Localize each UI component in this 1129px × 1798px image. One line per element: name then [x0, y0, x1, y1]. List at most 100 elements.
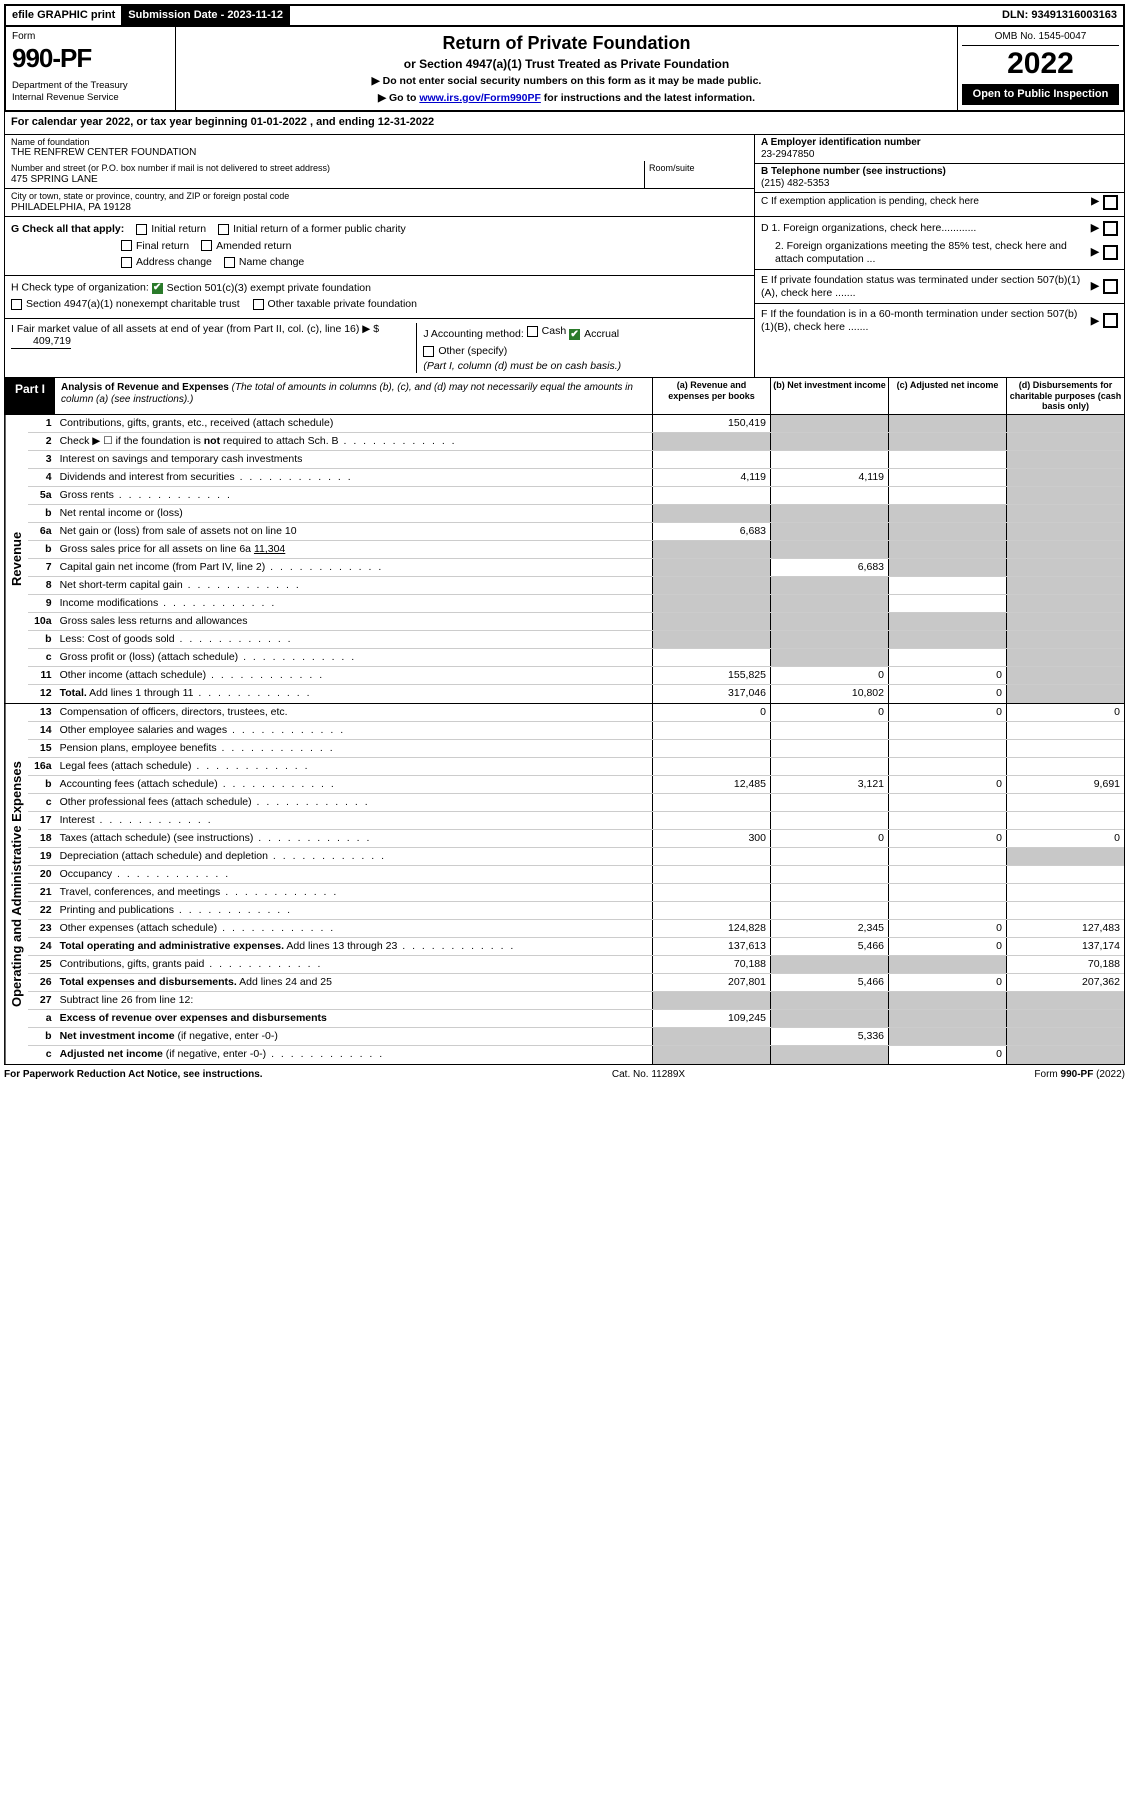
j-cash-chk[interactable]: [527, 326, 538, 337]
cell-d: [1006, 1028, 1124, 1045]
calendar-year-row: For calendar year 2022, or tax year begi…: [4, 112, 1125, 134]
line-description: Subtract line 26 from line 12:: [56, 992, 652, 1009]
table-row: 14Other employee salaries and wages: [28, 722, 1124, 740]
table-row: bNet investment income (if negative, ent…: [28, 1028, 1124, 1046]
cell-b: 0: [770, 704, 888, 721]
cell-d: 9,691: [1006, 776, 1124, 793]
cell-a: 317,046: [652, 685, 770, 703]
cell-d: [1006, 505, 1124, 522]
j-accrual-chk[interactable]: [569, 329, 580, 340]
cell-c: [888, 505, 1006, 522]
cell-d: [1006, 740, 1124, 757]
c-checkbox[interactable]: [1103, 195, 1118, 210]
cell-c: [888, 649, 1006, 666]
table-row: 17Interest: [28, 812, 1124, 830]
cell-c: [888, 577, 1006, 594]
cell-d: [1006, 541, 1124, 558]
f-chk[interactable]: [1103, 313, 1118, 328]
h-4947-chk[interactable]: [11, 299, 22, 310]
footer-mid: Cat. No. 11289X: [612, 1069, 685, 1081]
cell-c: [888, 992, 1006, 1009]
cell-a: [652, 1046, 770, 1064]
cell-c: [888, 469, 1006, 486]
table-row: 8Net short-term capital gain: [28, 577, 1124, 595]
line-number: 15: [28, 740, 56, 757]
d1-chk[interactable]: [1103, 221, 1118, 236]
cell-d: [1006, 613, 1124, 630]
g-addr-chk[interactable]: [121, 257, 132, 268]
table-row: cOther professional fees (attach schedul…: [28, 794, 1124, 812]
cell-a: [652, 740, 770, 757]
cell-b: [770, 541, 888, 558]
check-section: G Check all that apply: Initial return I…: [4, 217, 1125, 378]
cell-d: [1006, 992, 1124, 1009]
cell-b: [770, 902, 888, 919]
cell-a: 155,825: [652, 667, 770, 684]
ein-value: 23-2947850: [761, 149, 814, 160]
cell-a: 207,801: [652, 974, 770, 991]
e-chk[interactable]: [1103, 279, 1118, 294]
line-number: 14: [28, 722, 56, 739]
line-description: Other expenses (attach schedule): [56, 920, 652, 937]
cell-a: 6,683: [652, 523, 770, 540]
cell-c: [888, 740, 1006, 757]
line-number: 24: [28, 938, 56, 955]
table-row: 23Other expenses (attach schedule)124,82…: [28, 920, 1124, 938]
line-description: Other income (attach schedule): [56, 667, 652, 684]
line-number: 9: [28, 595, 56, 612]
g-initial-former-chk[interactable]: [218, 224, 229, 235]
title-block: Return of Private Foundation or Section …: [176, 27, 958, 110]
line-description: Income modifications: [56, 595, 652, 612]
cell-c: 0: [888, 776, 1006, 793]
d2-chk[interactable]: [1103, 245, 1118, 260]
cell-b: [770, 848, 888, 865]
line-number: 18: [28, 830, 56, 847]
line-number: 16a: [28, 758, 56, 775]
footer-right: Form 990-PF (2022): [1034, 1069, 1125, 1081]
cell-d: [1006, 523, 1124, 540]
table-row: 27Subtract line 26 from line 12:: [28, 992, 1124, 1010]
cell-a: [652, 992, 770, 1009]
line-description: Gross sales less returns and allowances: [56, 613, 652, 630]
revenue-table: Revenue 1Contributions, gifts, grants, e…: [4, 415, 1125, 704]
g-initial-chk[interactable]: [136, 224, 147, 235]
cell-a: 137,613: [652, 938, 770, 955]
cell-a: [652, 577, 770, 594]
g-final-chk[interactable]: [121, 240, 132, 251]
cell-c: 0: [888, 938, 1006, 955]
line-description: Accounting fees (attach schedule): [56, 776, 652, 793]
g-amended-chk[interactable]: [201, 240, 212, 251]
g-name-chk[interactable]: [224, 257, 235, 268]
city-label: City or town, state or province, country…: [11, 191, 748, 202]
h-501c3-chk[interactable]: [152, 283, 163, 294]
line-number: 27: [28, 992, 56, 1009]
line-description: Contributions, gifts, grants paid: [56, 956, 652, 973]
open-public-badge: Open to Public Inspection: [962, 84, 1119, 105]
j-other-chk[interactable]: [423, 346, 434, 357]
cell-c: [888, 722, 1006, 739]
cell-a: 109,245: [652, 1010, 770, 1027]
cell-c: 0: [888, 974, 1006, 991]
g-label: G Check all that apply:: [11, 223, 124, 236]
table-row: 16aLegal fees (attach schedule): [28, 758, 1124, 776]
line-number: 19: [28, 848, 56, 865]
cell-a: 300: [652, 830, 770, 847]
cell-b: 6,683: [770, 559, 888, 576]
room-suite: Room/suite: [644, 161, 754, 189]
cell-a: 0: [652, 704, 770, 721]
cell-b: [770, 631, 888, 648]
irs-link[interactable]: www.irs.gov/Form990PF: [419, 92, 541, 104]
table-row: 7Capital gain net income (from Part IV, …: [28, 559, 1124, 577]
cell-c: [888, 812, 1006, 829]
expense-table: Operating and Administrative Expenses 13…: [4, 704, 1125, 1065]
dln-number: DLN: 93491316003163: [996, 6, 1123, 25]
cell-a: [652, 541, 770, 558]
efile-label[interactable]: efile GRAPHIC print: [6, 6, 122, 25]
cell-a: [652, 848, 770, 865]
table-row: 12Total. Add lines 1 through 11317,04610…: [28, 685, 1124, 703]
f-label: F If the foundation is in a 60-month ter…: [761, 308, 1087, 333]
h-other-chk[interactable]: [253, 299, 264, 310]
line-number: 23: [28, 920, 56, 937]
foundation-name: THE RENFREW CENTER FOUNDATION: [11, 147, 748, 159]
cell-a: [652, 505, 770, 522]
